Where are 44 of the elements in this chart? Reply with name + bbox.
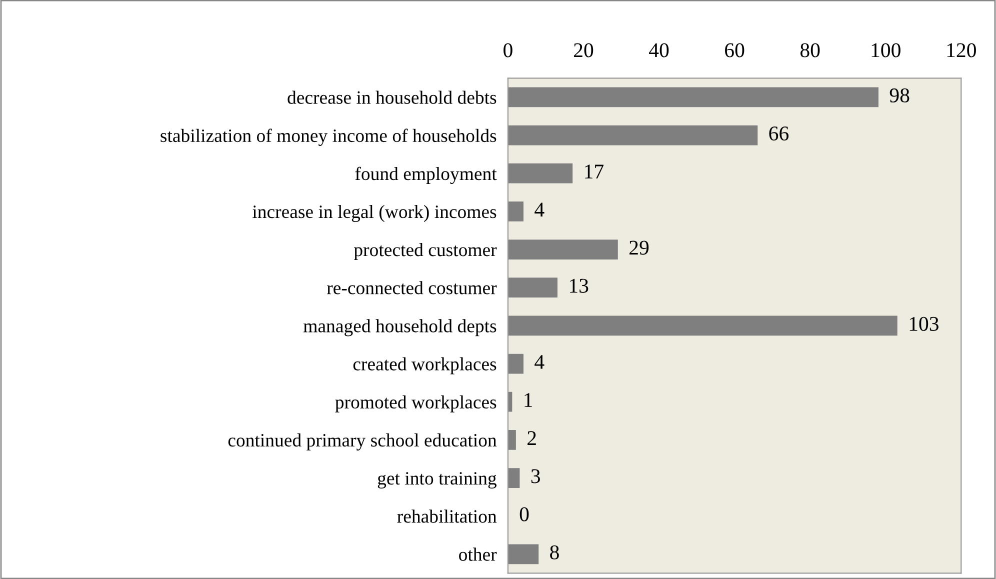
x-tick-label: 60 bbox=[725, 43, 744, 58]
y-tick-label: continued primary school education bbox=[228, 433, 497, 450]
data-label: 4 bbox=[534, 355, 544, 369]
y-tick-label: decrease in household debts bbox=[288, 90, 496, 104]
data-label: 4 bbox=[534, 202, 544, 216]
x-tick-label: 20 bbox=[574, 43, 594, 58]
y-tick-label: protected customer bbox=[354, 243, 497, 260]
data-label: 29 bbox=[630, 240, 649, 255]
bar bbox=[508, 278, 558, 298]
y-tick-label: other bbox=[459, 548, 497, 561]
y-tick-label: found employment bbox=[355, 166, 497, 184]
data-label: 2 bbox=[528, 431, 536, 445]
y-tick-label: stabilization of money income of households bbox=[160, 128, 496, 146]
bar bbox=[508, 430, 516, 450]
data-label: 13 bbox=[570, 278, 588, 293]
x-tick-label: 100 bbox=[872, 43, 900, 58]
bar bbox=[508, 468, 520, 488]
data-label: 103 bbox=[910, 316, 938, 331]
y-tick-label: increase in legal (work) incomes bbox=[252, 204, 496, 222]
bar bbox=[508, 354, 524, 374]
data-label: 3 bbox=[531, 469, 540, 484]
bar bbox=[508, 163, 573, 184]
y-tick-label: created workplaces bbox=[353, 357, 496, 374]
data-label: 1 bbox=[524, 393, 532, 407]
x-tick-label: 40 bbox=[649, 43, 669, 58]
y-tick-label: get into training bbox=[378, 472, 496, 489]
bar bbox=[508, 125, 758, 146]
y-tick-label: rehabilitation bbox=[397, 510, 497, 523]
data-label: 98 bbox=[890, 88, 910, 102]
data-label: 66 bbox=[769, 126, 789, 140]
bar bbox=[508, 316, 898, 336]
x-tick-label: 120 bbox=[947, 43, 976, 58]
y-tick-label: managed household depts bbox=[304, 319, 496, 336]
data-label: 8 bbox=[550, 545, 559, 560]
x-tick-label: 80 bbox=[800, 43, 820, 58]
bar bbox=[508, 240, 618, 260]
data-label: 0 bbox=[520, 507, 529, 522]
x-tick-label: 0 bbox=[504, 43, 512, 58]
bar bbox=[508, 202, 524, 222]
bar bbox=[508, 544, 539, 564]
y-tick-label: promoted workplaces bbox=[335, 395, 496, 412]
bar bbox=[508, 87, 878, 108]
y-tick-label: re-connected costumer bbox=[326, 281, 497, 294]
data-label: 17 bbox=[585, 164, 604, 178]
